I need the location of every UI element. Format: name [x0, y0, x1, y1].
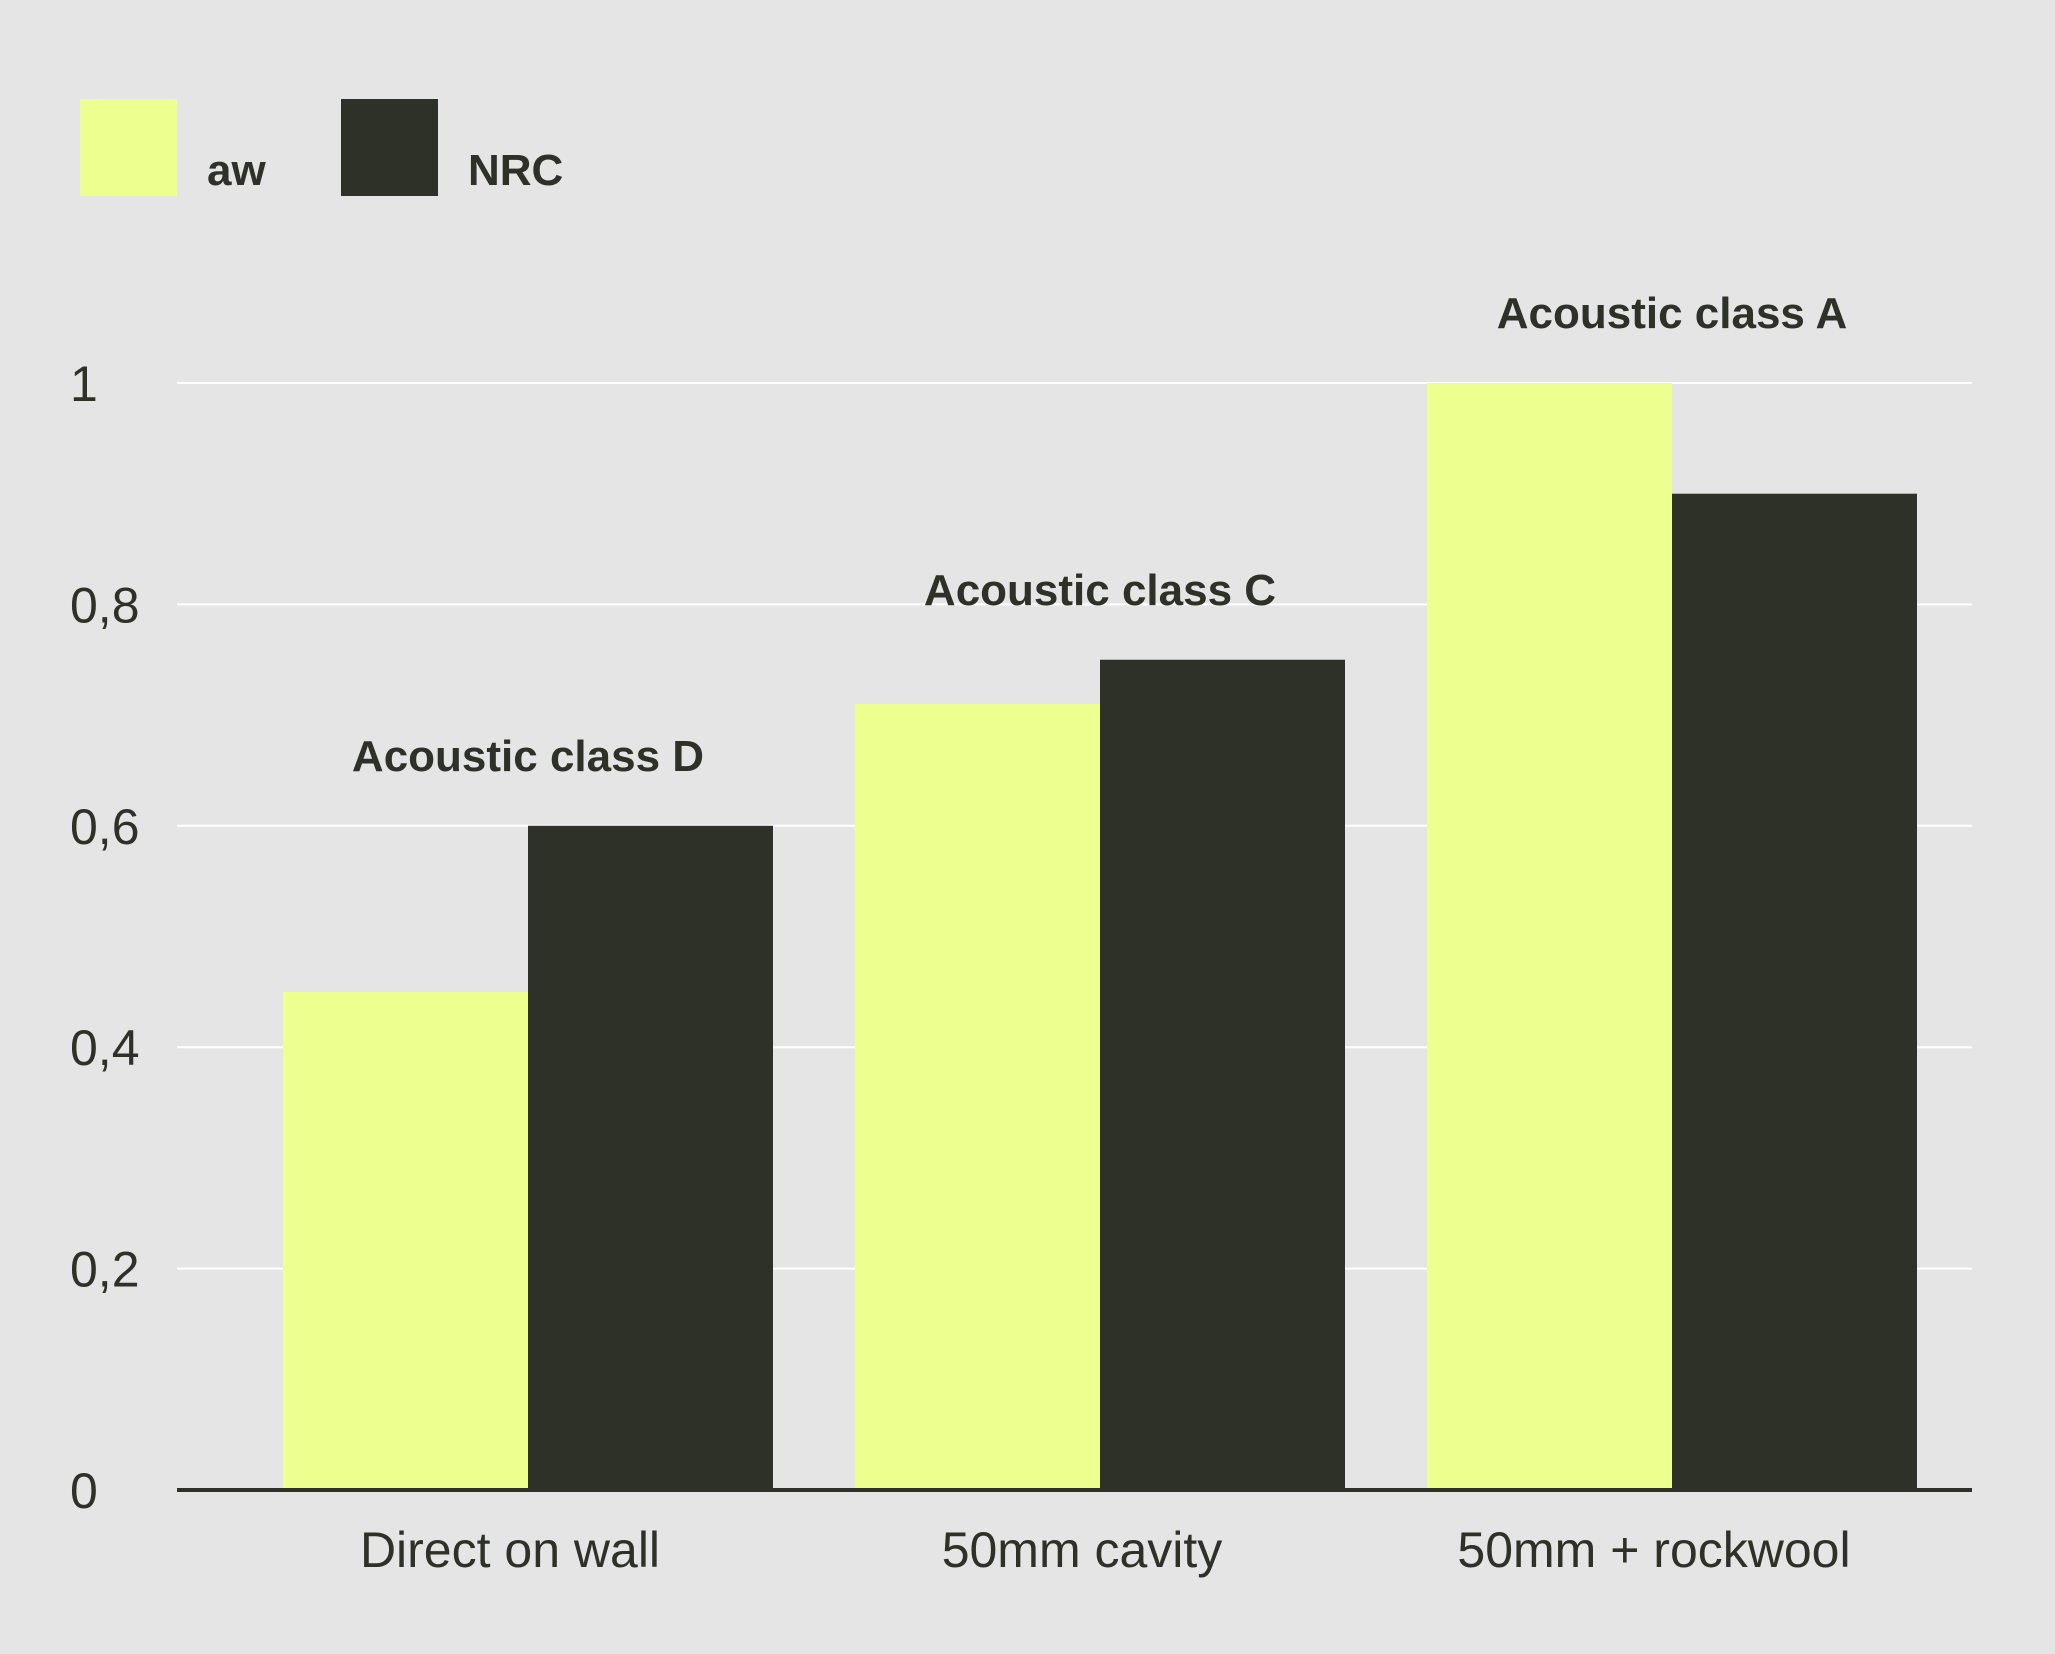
y-tick-label: 0,6	[70, 799, 140, 855]
labels: 0 0,2 0,4 0,6 0,8 1 Direct on wall Acoustic cla…	[70, 289, 1851, 1578]
legend-swatch-nrc	[341, 99, 438, 196]
legend-label-nrc: NRC	[468, 146, 563, 195]
annotation-label: Acoustic class D	[352, 732, 704, 781]
y-tick-label: 0	[70, 1463, 98, 1519]
legend: aw NRC	[80, 99, 563, 196]
annotation-label: Acoustic class A	[1497, 289, 1848, 338]
x-tick-label: 50mm + rockwool	[1457, 1522, 1850, 1578]
annotation-label: Acoustic class C	[924, 566, 1276, 615]
bar-nrc	[528, 825, 773, 1490]
bar-nrc	[1672, 493, 1917, 1490]
legend-swatch-aw	[80, 99, 177, 196]
y-tick-label: 0,4	[70, 1020, 140, 1076]
bar-aw	[855, 704, 1100, 1490]
bar-aw	[1427, 383, 1672, 1490]
x-tick-label: 50mm cavity	[942, 1522, 1223, 1578]
y-tick-label: 0,2	[70, 1242, 140, 1298]
x-tick-label: Direct on wall	[360, 1522, 660, 1578]
y-tick-label: 0,8	[70, 577, 140, 633]
bar-nrc	[1100, 659, 1345, 1490]
y-tick-label: 1	[70, 356, 98, 412]
legend-label-aw: aw	[207, 146, 266, 195]
bar-aw	[283, 991, 528, 1490]
bars	[283, 383, 1917, 1490]
